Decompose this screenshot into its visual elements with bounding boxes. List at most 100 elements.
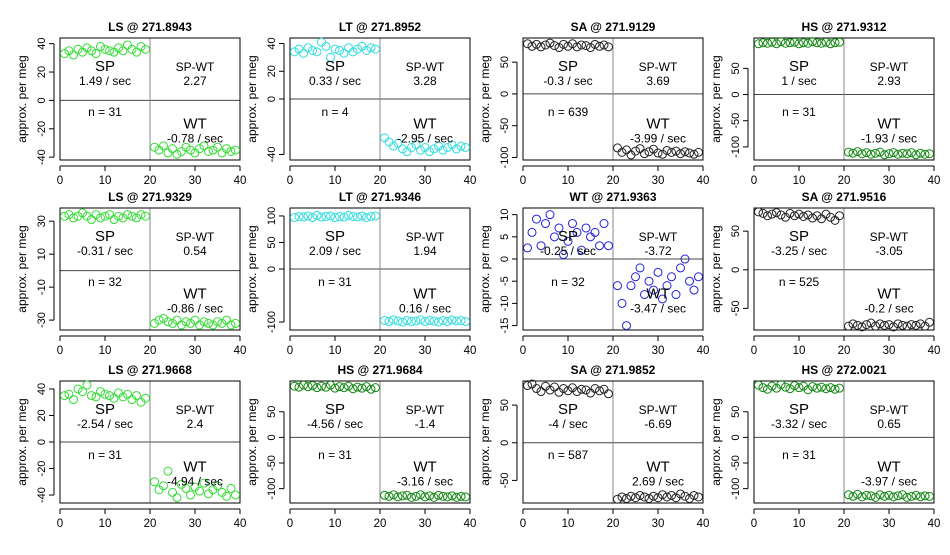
y-tick-label: 10 — [499, 209, 511, 221]
y-axis-label: approx. per meg — [245, 55, 259, 142]
wt-point — [680, 254, 690, 264]
wt-label: WT — [183, 458, 206, 475]
x-tick-label: 20 — [838, 175, 851, 187]
x-tick-label: 0 — [751, 345, 757, 357]
x-tick-label: 30 — [419, 345, 432, 357]
wt-point — [447, 315, 457, 325]
sp-point — [586, 43, 595, 53]
sp-point — [308, 45, 317, 55]
wt-point — [622, 493, 631, 503]
wt-point — [667, 490, 676, 500]
sp-point — [812, 383, 822, 393]
wt-point — [190, 148, 200, 158]
sp-label: SP — [789, 58, 809, 75]
sp-point — [78, 208, 87, 218]
sp-point — [563, 386, 573, 396]
sp-point — [767, 209, 777, 219]
chart-title: SA @ 271.9852 — [571, 363, 656, 377]
wt-point — [653, 493, 663, 503]
x-tick-label: 0 — [751, 175, 757, 187]
wt-point — [907, 320, 916, 330]
x-tick-label: 40 — [234, 518, 247, 530]
wt-point — [425, 491, 434, 501]
wt-point — [407, 143, 416, 153]
sp-point — [335, 382, 344, 392]
sp-point — [308, 213, 317, 223]
sp-rate-label: -4.56 / sec — [307, 417, 363, 431]
sp-point — [599, 384, 609, 394]
sp-point — [91, 210, 101, 220]
wt-point — [920, 149, 930, 159]
wt-point — [452, 144, 461, 154]
sp-wt-label: SP-WT — [639, 60, 678, 74]
n-label: n = 31 — [88, 105, 122, 119]
wt-point — [456, 315, 466, 325]
wt-point — [452, 316, 461, 326]
sp-point — [599, 40, 609, 50]
sp-wt-value: 2.4 — [187, 417, 204, 431]
x-tick-label: 20 — [144, 175, 157, 187]
wt-point — [195, 144, 204, 154]
sp-point — [132, 47, 141, 57]
sp-point — [785, 208, 795, 218]
sp-point — [371, 211, 380, 221]
y-tick-label: 0 — [499, 440, 511, 446]
x-tick-label: 20 — [374, 518, 387, 530]
sp-point — [808, 37, 817, 47]
wt-point — [884, 149, 894, 159]
sp-point — [299, 48, 308, 58]
wt-rate-label: -0.86 / sec — [167, 301, 223, 315]
wt-label: WT — [413, 458, 436, 475]
x-tick-label: 20 — [144, 345, 157, 357]
x-tick-label: 40 — [697, 518, 710, 530]
sp-point — [532, 214, 541, 224]
sp-point — [817, 382, 826, 392]
sp-wt-value: 0.54 — [183, 244, 207, 258]
sp-point — [60, 49, 69, 59]
n-label: n = 31 — [318, 275, 352, 289]
wt-point — [393, 138, 403, 148]
wt-point — [644, 147, 654, 157]
sp-point — [87, 46, 96, 56]
sp-point — [330, 44, 340, 54]
sp-point — [563, 236, 573, 246]
sp-wt-label: SP-WT — [176, 60, 215, 74]
wt-point — [694, 492, 703, 502]
wt-label: WT — [646, 458, 669, 475]
y-axis-label: approx. per meg — [709, 225, 723, 312]
wt-point — [393, 316, 403, 326]
wt-point — [631, 493, 640, 503]
wt-point — [231, 490, 240, 500]
y-tick-label: -100 — [730, 478, 742, 500]
wt-rate-label: 0.16 / sec — [399, 301, 451, 315]
wt-point — [398, 144, 407, 154]
y-tick-label: -20 — [36, 461, 48, 477]
wt-point — [658, 294, 667, 304]
wt-point — [640, 149, 649, 159]
y-tick-label: 0 — [499, 91, 511, 97]
x-tick-label: 20 — [607, 345, 620, 357]
wt-point — [163, 466, 173, 476]
sp-point — [572, 42, 582, 52]
sp-point — [604, 241, 613, 251]
sp-point — [132, 213, 141, 223]
y-tick-label: 50 — [730, 62, 742, 74]
sp-label: SP — [325, 228, 345, 245]
wt-point — [925, 491, 934, 501]
wt-point — [443, 143, 452, 153]
y-axis-label: approx. per meg — [478, 225, 492, 312]
wt-point — [380, 490, 389, 500]
wt-point — [898, 320, 907, 330]
sp-point — [563, 41, 573, 51]
sp-point — [781, 38, 790, 48]
sp-point — [758, 383, 768, 393]
wt-point — [862, 148, 871, 158]
sp-point — [590, 39, 600, 49]
wt-point — [676, 489, 685, 499]
wt-point — [680, 491, 690, 501]
sp-label: SP — [95, 228, 115, 245]
y-tick-label: -50 — [730, 455, 742, 471]
sp-point — [96, 213, 105, 223]
sp-wt-label: SP-WT — [639, 403, 678, 417]
sp-point — [527, 41, 537, 51]
